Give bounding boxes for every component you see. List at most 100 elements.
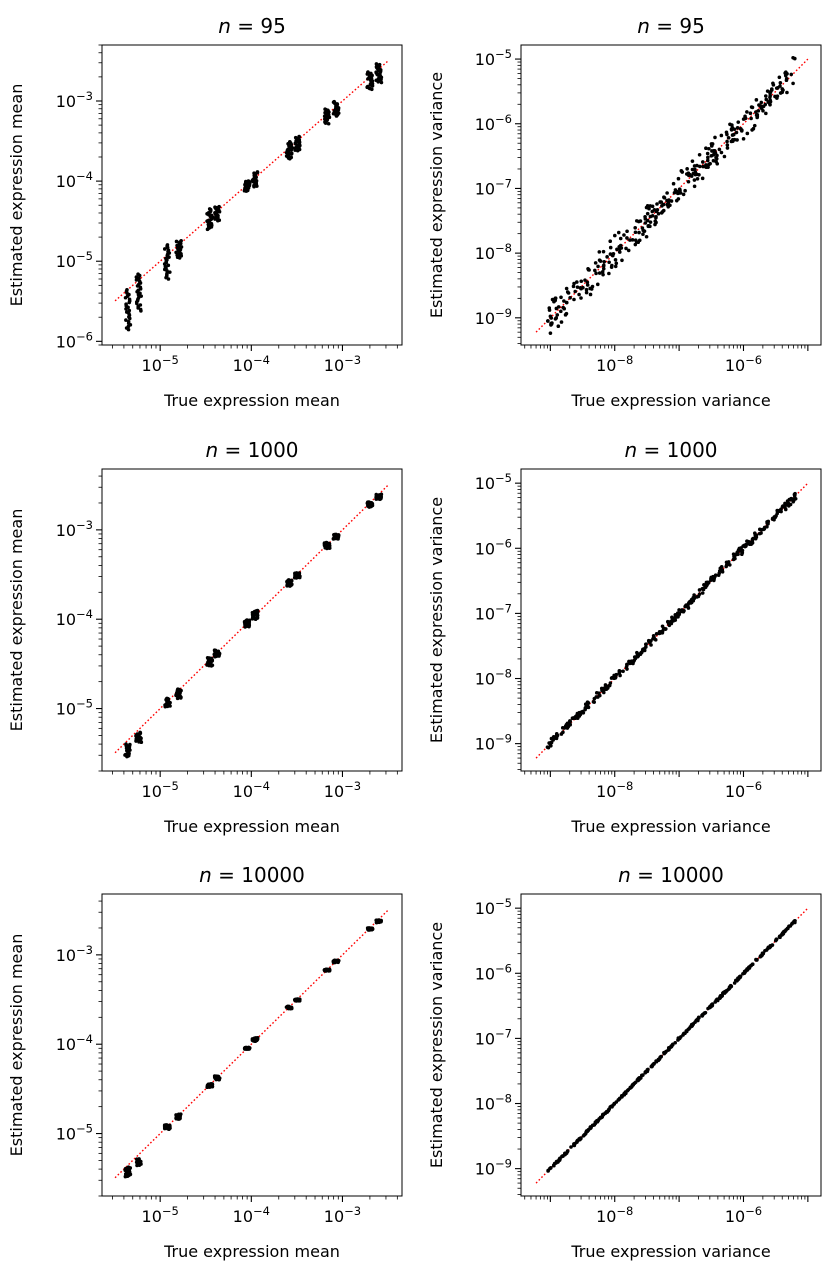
- data-point: [656, 1057, 661, 1062]
- data-point: [732, 555, 736, 559]
- data-point: [709, 578, 713, 583]
- x-tick-label: 10−3: [324, 353, 361, 375]
- y-tick-label: 10−3: [56, 89, 93, 111]
- y-tick-label: 10−4: [56, 607, 93, 629]
- data-point: [660, 204, 664, 208]
- data-point: [577, 292, 581, 297]
- data-point: [633, 230, 638, 235]
- y-tick-label: 10−7: [475, 176, 512, 198]
- tick-exponent: −5: [76, 249, 93, 263]
- data-point: [559, 295, 563, 300]
- data-point: [724, 130, 729, 135]
- tick-base: 10: [475, 1160, 495, 1179]
- scatter-points: [123, 918, 383, 1179]
- data-point: [377, 62, 382, 67]
- data-point: [705, 158, 710, 163]
- data-point: [573, 289, 578, 294]
- data-point: [729, 984, 734, 989]
- data-point: [764, 948, 769, 952]
- data-point: [612, 1102, 617, 1106]
- data-point: [585, 1129, 590, 1134]
- tick-base: 10: [596, 1207, 616, 1226]
- data-point: [179, 238, 183, 243]
- data-point: [611, 252, 616, 256]
- x-tick-label: 10−6: [725, 353, 762, 375]
- data-point: [568, 719, 572, 723]
- data-point: [572, 716, 577, 720]
- data-point: [684, 1029, 689, 1034]
- data-point: [696, 594, 701, 599]
- data-point: [583, 278, 587, 282]
- x-axis-label: True expression mean: [163, 391, 340, 410]
- title-value: = 10000: [212, 863, 305, 887]
- data-point: [365, 84, 370, 89]
- y-tick-label: 10−6: [475, 536, 512, 558]
- data-point: [764, 94, 768, 98]
- data-point: [735, 550, 739, 555]
- data-point: [682, 1031, 686, 1036]
- data-point: [735, 126, 740, 130]
- data-point: [633, 238, 638, 242]
- data-point: [643, 221, 648, 225]
- title-italic-n: n: [205, 438, 218, 462]
- data-point: [621, 669, 625, 674]
- data-point: [745, 110, 749, 114]
- tick-base: 10: [475, 539, 495, 558]
- plot-frame: [101, 893, 403, 1197]
- data-point: [711, 158, 716, 163]
- tick-exponent: −3: [344, 1204, 361, 1218]
- data-point: [136, 272, 140, 276]
- data-point: [778, 84, 782, 88]
- data-point: [288, 139, 292, 144]
- data-point: [700, 591, 705, 595]
- tick-exponent: −4: [76, 169, 93, 183]
- data-point: [665, 202, 670, 206]
- data-point: [755, 112, 760, 117]
- data-point: [703, 1010, 708, 1015]
- data-point: [174, 239, 179, 244]
- data-point: [138, 303, 143, 307]
- data-point: [294, 571, 299, 575]
- data-point: [217, 204, 221, 209]
- data-point: [379, 492, 384, 497]
- data-point: [646, 224, 651, 229]
- data-point: [549, 1166, 553, 1170]
- tick-exponent: −9: [495, 1157, 512, 1171]
- y-tick-label: 10−7: [475, 601, 512, 623]
- data-point: [709, 575, 714, 580]
- data-point: [713, 573, 718, 577]
- data-point: [613, 675, 618, 680]
- data-point: [759, 106, 764, 111]
- data-point: [622, 233, 626, 237]
- data-point: [630, 238, 635, 242]
- data-point: [719, 564, 724, 569]
- data-point: [750, 128, 754, 132]
- data-point: [605, 255, 609, 259]
- tick-exponent: −3: [76, 89, 93, 103]
- data-point: [601, 249, 606, 254]
- data-point: [583, 706, 588, 710]
- tick-base: 10: [142, 782, 162, 801]
- data-point: [138, 285, 143, 290]
- data-point: [604, 685, 608, 689]
- data-point: [763, 102, 768, 107]
- data-point: [569, 1145, 573, 1149]
- data-point: [706, 580, 710, 585]
- data-point: [647, 640, 652, 644]
- data-point: [690, 159, 695, 163]
- data-point: [127, 308, 132, 313]
- data-point: [597, 258, 602, 262]
- title-italic-n: n: [199, 863, 212, 887]
- data-point: [789, 72, 794, 77]
- data-point: [125, 287, 129, 292]
- data-point: [164, 256, 168, 261]
- data-point: [660, 624, 665, 629]
- data-point: [548, 331, 553, 335]
- data-point: [774, 86, 779, 90]
- data-point: [669, 199, 674, 203]
- data-point: [564, 286, 569, 291]
- data-point: [676, 197, 681, 201]
- data-point: [556, 305, 561, 309]
- tick-exponent: −3: [76, 943, 93, 957]
